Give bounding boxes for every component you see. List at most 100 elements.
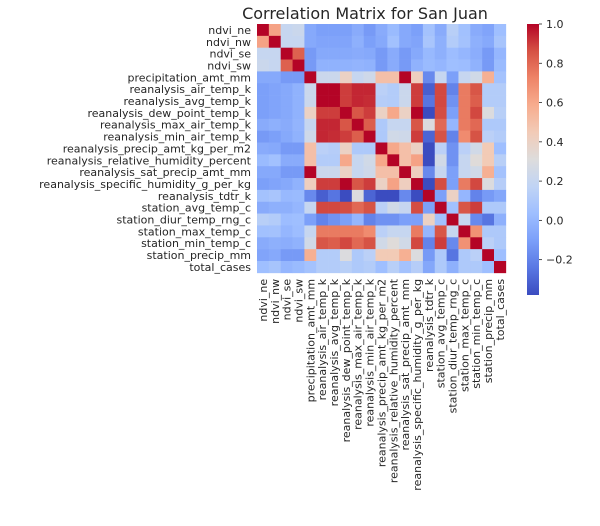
heatmap-cell-13-13 (411, 178, 424, 191)
heatmap-cell-19-8 (351, 249, 364, 262)
heatmap-cell-1-16 (446, 35, 459, 48)
heatmap-cell-17-15 (434, 225, 447, 238)
y-tick-label: reanalysis_tdtr_k (158, 190, 252, 203)
heatmap-cell-14-5 (316, 189, 329, 203)
heatmap-cell-11-7 (339, 154, 353, 167)
heatmap-cell-17-16 (446, 225, 459, 238)
heatmap-cell-6-3 (292, 95, 305, 108)
heatmap-cell-11-5 (316, 154, 329, 167)
heatmap-cell-1-7 (339, 35, 353, 48)
heatmap-cell-7-4 (304, 106, 317, 120)
heatmap-cell-6-10 (375, 95, 388, 108)
heatmap-cell-13-1 (268, 178, 281, 191)
heatmap-cell-13-7 (339, 178, 353, 191)
heatmap-cell-1-1 (268, 35, 281, 48)
colorbar-tick-label: 0.8 (546, 57, 564, 70)
heatmap-cell-7-12 (399, 106, 412, 120)
heatmap-cell-8-5 (316, 118, 329, 131)
heatmap-cell-2-1 (268, 47, 281, 60)
heatmap-cell-18-7 (339, 237, 353, 250)
heatmap-cell-0-4 (304, 24, 317, 37)
heatmap-cell-16-18 (470, 213, 483, 226)
heatmap-cell-18-14 (422, 237, 436, 250)
heatmap-cell-14-6 (328, 189, 341, 203)
heatmap-cell-11-3 (292, 154, 305, 167)
heatmap-cell-19-18 (470, 249, 483, 262)
heatmap-cell-15-12 (399, 201, 412, 214)
heatmap-cell-6-16 (446, 95, 459, 108)
heatmap-cell-1-8 (351, 35, 364, 48)
y-tick-label: total_cases (189, 261, 251, 274)
heatmap-cell-13-4 (304, 178, 317, 191)
heatmap-cell-11-14 (422, 154, 436, 167)
heatmap-cell-0-1 (268, 24, 281, 37)
heatmap-cell-3-8 (351, 59, 364, 72)
x-tick-label: reanalysis_max_air_temp_k (352, 278, 365, 430)
heatmap-cell-13-17 (458, 178, 471, 191)
heatmap-cell-14-14 (422, 189, 436, 203)
heatmap-cell-10-3 (292, 142, 305, 155)
heatmap-cell-14-8 (351, 189, 364, 203)
heatmap-cell-14-11 (387, 189, 400, 203)
heatmap-cell-20-9 (363, 261, 376, 274)
y-tick-label: reanalysis_sat_precip_amt_mm (79, 166, 251, 179)
heatmap-cell-14-9 (363, 189, 376, 203)
colorbar-tick-label: −0.2 (546, 254, 573, 267)
heatmap-cell-6-15 (434, 95, 447, 108)
heatmap-cell-7-14 (422, 106, 436, 120)
heatmap-cell-0-14 (422, 24, 436, 37)
heatmap-cell-2-2 (280, 47, 293, 60)
heatmap-cell-11-4 (304, 154, 317, 167)
heatmap-cell-10-5 (316, 142, 329, 155)
heatmap-cell-1-4 (304, 35, 317, 48)
heatmap-cell-19-19 (482, 249, 495, 262)
heatmap-cell-12-20 (494, 166, 507, 179)
heatmap-cell-16-8 (351, 213, 364, 226)
heatmap-cell-0-10 (375, 24, 388, 37)
heatmap-cell-19-9 (363, 249, 376, 262)
heatmap-cell-7-0 (257, 106, 270, 120)
heatmap-cell-20-16 (446, 261, 459, 274)
heatmap-cell-15-14 (422, 201, 436, 214)
heatmap-cell-19-16 (446, 249, 459, 262)
heatmap-cell-2-3 (292, 47, 305, 60)
heatmap-cell-5-7 (339, 83, 353, 96)
y-tick-label: precipitation_amt_mm (128, 71, 252, 84)
heatmap-cell-1-11 (387, 35, 400, 48)
heatmap-cell-17-4 (304, 225, 317, 238)
heatmap-cell-3-11 (387, 59, 400, 72)
heatmap-cell-4-16 (446, 71, 459, 84)
heatmap-cell-14-3 (292, 189, 305, 203)
heatmap-cell-8-8 (351, 118, 364, 131)
heatmap-cell-3-4 (304, 59, 317, 72)
heatmap-cell-4-1 (268, 71, 281, 84)
y-tick-label: reanalysis_max_air_temp_k (100, 119, 252, 132)
heatmap-cell-14-13 (411, 189, 424, 203)
heatmap-cell-2-9 (363, 47, 376, 60)
heatmap-cell-17-2 (280, 225, 293, 238)
heatmap-cell-0-12 (399, 24, 412, 37)
heatmap-cell-6-0 (257, 95, 270, 108)
heatmap-cell-8-1 (268, 118, 281, 131)
y-tick-label: station_precip_mm (147, 249, 251, 262)
heatmap-cell-19-11 (387, 249, 400, 262)
heatmap-cell-18-1 (268, 237, 281, 250)
colorbar-tick-label: 0.6 (546, 97, 564, 110)
heatmap-cell-1-18 (470, 35, 483, 48)
heatmap-cell-5-11 (387, 83, 400, 96)
y-tick-label: station_max_temp_c (138, 225, 251, 238)
heatmap-cell-4-17 (458, 71, 471, 84)
heatmap-cell-18-13 (411, 237, 424, 250)
heatmap-cell-11-13 (411, 154, 424, 167)
heatmap-cell-1-6 (328, 35, 341, 48)
heatmap-cell-8-7 (339, 118, 353, 131)
heatmap-cell-18-16 (446, 237, 459, 250)
heatmap-cell-10-6 (328, 142, 341, 155)
heatmap-cell-16-16 (446, 213, 459, 226)
heatmap-cell-4-5 (316, 71, 329, 84)
heatmap-cell-4-7 (339, 71, 353, 84)
heatmap-cell-7-18 (470, 106, 483, 120)
heatmap-cell-16-13 (411, 213, 424, 226)
y-tick-label: reanalysis_precip_amt_kg_per_m2 (63, 142, 251, 155)
heatmap-cell-15-9 (363, 201, 376, 214)
